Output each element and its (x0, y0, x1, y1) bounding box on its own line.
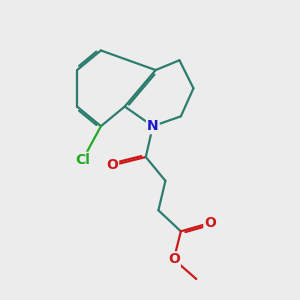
Text: N: N (147, 119, 159, 133)
Text: O: O (106, 158, 118, 172)
Text: O: O (168, 252, 180, 266)
Text: O: O (204, 216, 216, 230)
Text: Cl: Cl (75, 153, 90, 167)
